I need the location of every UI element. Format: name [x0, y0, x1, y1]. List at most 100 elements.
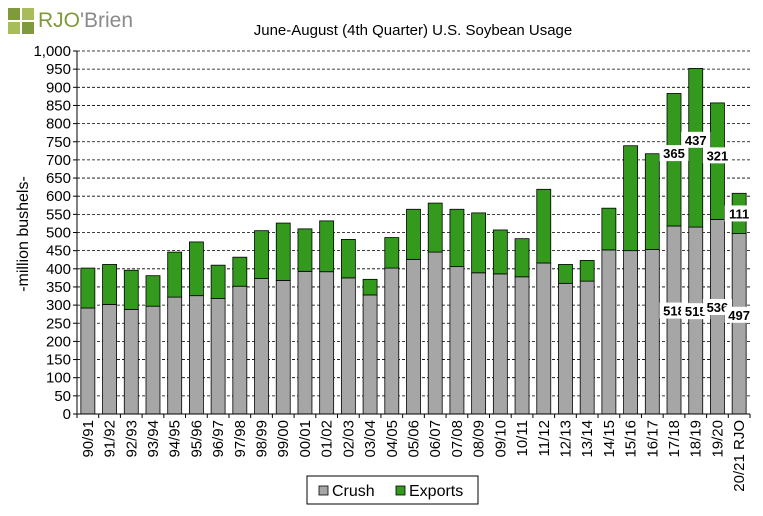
bar-exports [123, 269, 139, 310]
company-logo: RJO'Brien [8, 6, 158, 36]
data-label-bg [659, 145, 689, 162]
x-tick-label: 19/20 [709, 420, 726, 458]
y-tick-label: 50 [54, 388, 71, 405]
data-label: 518 [663, 304, 685, 319]
bar-exports [623, 145, 638, 252]
bar-crush [471, 272, 487, 415]
bar-exports [601, 207, 617, 251]
legend: Crush Exports [306, 475, 479, 505]
y-tick-label: 500 [46, 225, 71, 242]
x-tick-label: 94/95 [167, 420, 184, 458]
x-tick-label: 16/17 [644, 420, 661, 458]
bar-crush [688, 226, 704, 415]
bar-exports [644, 153, 660, 250]
data-label: 365 [663, 146, 685, 161]
bar-exports [406, 208, 421, 260]
bar-crush [710, 219, 725, 415]
x-tick-label: 98/99 [254, 420, 271, 458]
x-tick-label: 05/06 [406, 420, 423, 458]
y-tick-label: 100 [46, 370, 71, 387]
data-label: 536 [707, 300, 729, 315]
y-tick-label: 450 [46, 243, 71, 260]
bar-crush [210, 298, 226, 415]
y-tick-label: 950 [46, 61, 71, 78]
legend-label-exports: Exports [409, 483, 463, 500]
y-tick-label: 350 [46, 279, 71, 296]
bar-crush [297, 270, 313, 415]
data-label: 437 [685, 133, 707, 148]
data-label-bg [702, 147, 733, 164]
x-tick-label: 08/09 [471, 420, 488, 458]
x-tick-label: 10/11 [514, 420, 531, 456]
x-tick-label: 06/07 [427, 420, 444, 458]
bar-exports [514, 238, 530, 278]
bar-crush [80, 307, 96, 415]
x-tick-label: 97/98 [232, 420, 249, 458]
x-tick-label: 18/19 [688, 420, 705, 458]
bar-crush [384, 267, 400, 415]
bar-exports [427, 202, 443, 253]
x-tick-label: 92/93 [123, 420, 140, 458]
data-label: 515 [685, 304, 707, 319]
bar-exports [254, 230, 269, 280]
bar-exports [189, 241, 204, 297]
bar-exports [80, 267, 96, 309]
legend-box [306, 475, 479, 505]
x-tick-label: 15/16 [623, 420, 640, 458]
legend-label-crush: Crush [332, 483, 375, 500]
bar-crush [189, 295, 204, 415]
x-tick-label: 91/92 [102, 420, 119, 458]
bar-crush [427, 251, 443, 415]
bar-crush [254, 278, 269, 415]
bar-crush [167, 296, 183, 415]
data-label: 321 [707, 148, 729, 163]
logo-text: RJO'Brien [38, 9, 133, 33]
bar-crush [558, 282, 573, 415]
bar-crush [275, 280, 291, 415]
data-label: 111 [729, 206, 749, 221]
x-tick-label: 02/03 [340, 420, 357, 458]
bar-crush [731, 233, 747, 415]
bar-crush [340, 277, 356, 415]
x-tick-label: 09/10 [492, 420, 509, 458]
y-tick-label: 200 [46, 333, 71, 350]
logo-apostrophe: ' [80, 9, 85, 32]
bar-exports [275, 222, 291, 281]
y-tick-label: 250 [46, 315, 71, 332]
bar-crush [514, 276, 530, 415]
bar-crush [232, 285, 248, 415]
legend-swatch-exports [395, 485, 406, 496]
bar-crush [536, 262, 552, 415]
bars [80, 68, 747, 415]
x-tick-label: 14/15 [601, 420, 618, 458]
bar-exports [492, 229, 508, 275]
x-tick-label: 12/13 [557, 420, 574, 458]
x-tick-label: 01/02 [319, 420, 336, 458]
bar-exports [471, 212, 487, 274]
logo-mark-icon [8, 8, 34, 34]
bar-crush [319, 271, 335, 415]
bar-crush [362, 294, 378, 415]
bar-crush [601, 249, 617, 415]
x-tick-label: 93/94 [145, 420, 162, 458]
y-tick-label: 800 [46, 116, 71, 133]
bar-exports [536, 188, 552, 264]
x-tick-label: 90/91 [80, 420, 97, 458]
bar-crush [123, 309, 139, 415]
bar-exports [102, 264, 117, 305]
data-label-bg [724, 306, 754, 323]
chart-title: June-August (4th Quarter) U.S. Soybean U… [254, 22, 573, 39]
x-tick-label: 99/00 [275, 420, 292, 458]
bar-crush [145, 305, 161, 415]
bar-crush [102, 303, 117, 415]
bar-exports [340, 238, 356, 279]
bar-exports [145, 275, 161, 307]
y-tick-label: 550 [46, 206, 71, 223]
y-tick-label: 750 [46, 134, 71, 151]
bar-exports [167, 251, 183, 298]
y-tick-label: 900 [46, 79, 71, 96]
y-tick-label: 650 [46, 170, 71, 187]
